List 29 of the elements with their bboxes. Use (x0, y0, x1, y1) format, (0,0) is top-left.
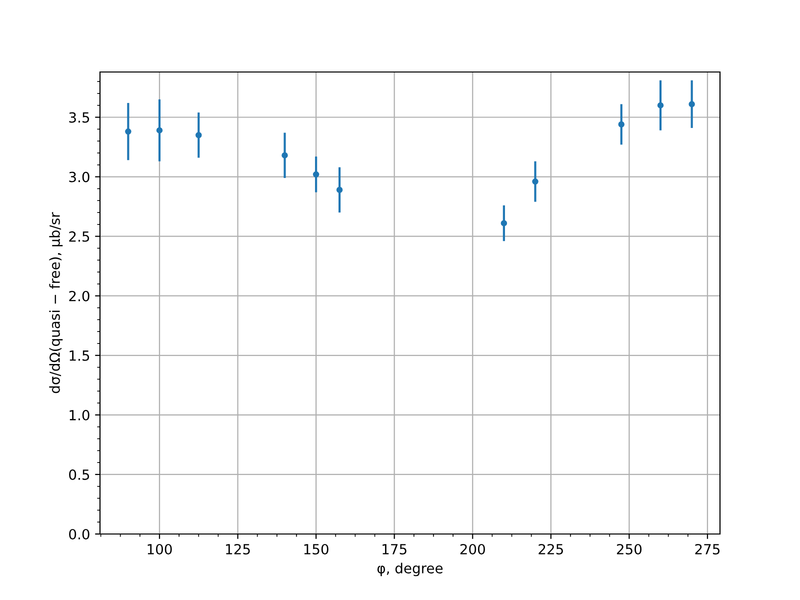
point (688, 101, 695, 108)
point (500, 220, 508, 226)
y-tick-label: 1.5 (70, 350, 90, 361)
point (125, 128, 132, 135)
x-tick-label: 250 (616, 544, 642, 554)
y-tick-label: 2.5 (69, 231, 90, 242)
point (312, 171, 320, 178)
y-tick-label: 0.0 (69, 528, 90, 540)
y-axis-title: dσ/dΩ(quasi − free), μb/sr (49, 212, 63, 394)
point (657, 102, 664, 108)
y-tick-label: 2.0 (69, 290, 90, 302)
x-tick-label: 225 (538, 544, 563, 554)
x-tick-label: 100 (148, 544, 172, 554)
x-tick-label: 125 (226, 544, 250, 554)
x-tick-label: 200 (460, 544, 485, 554)
x-tick-label: 150 (304, 544, 328, 554)
x-axis-title: φ, degree (377, 562, 443, 576)
y-tick-label: 1.0 (70, 410, 90, 420)
y-tick-label: 3.0 (69, 172, 90, 182)
x-tick-label: 275 (695, 544, 720, 554)
y-tick-label: 3.5 (69, 112, 90, 123)
point (336, 186, 343, 194)
point (196, 132, 202, 138)
point (532, 178, 538, 185)
point (618, 121, 624, 128)
point (282, 152, 288, 158)
x-tick-label: 175 (382, 544, 406, 554)
point (156, 127, 163, 134)
y-tick-label: 0.5 (69, 469, 90, 480)
